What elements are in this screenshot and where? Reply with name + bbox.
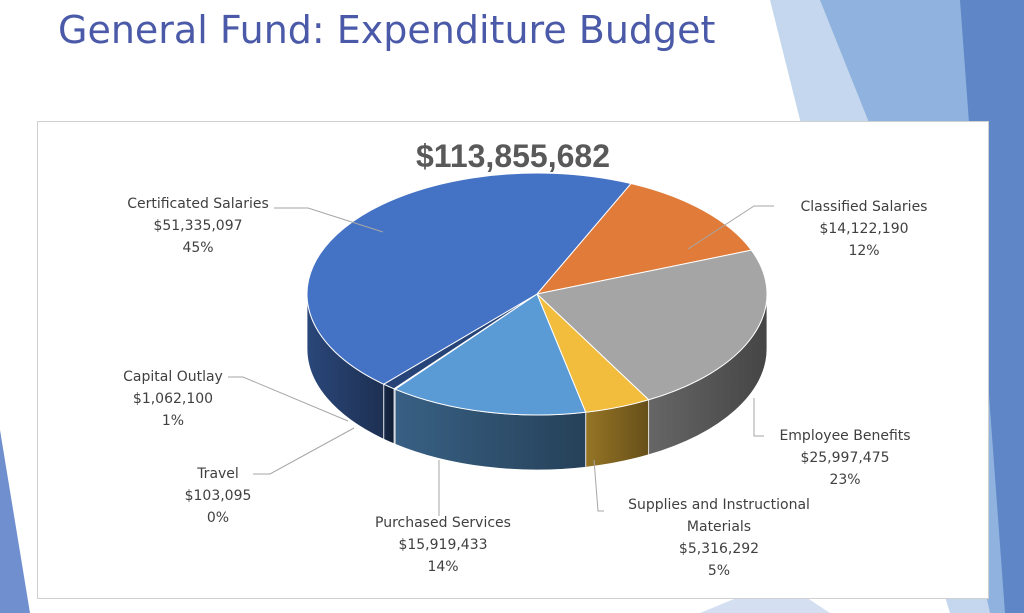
label-name: Purchased Services	[375, 515, 511, 531]
slice-classified-salaries	[535, 182, 753, 295]
label-certificated-salaries: Certificated Salaries $51,335,097 45%	[98, 193, 298, 259]
label-percent: 1%	[161, 413, 185, 429]
label-amount: $5,316,292	[678, 541, 760, 557]
label-supplies: Supplies and Instructional Materials $5,…	[594, 494, 844, 582]
leader-line-travel	[253, 427, 355, 475]
label-capital-outlay: Capital Outlay $1,062,100 1%	[98, 366, 248, 432]
label-amount: $103,095	[184, 488, 252, 504]
label-amount: $1,062,100	[132, 391, 214, 407]
label-amount: $25,997,475	[800, 450, 890, 466]
deco-shape-left	[0, 430, 30, 613]
chart-total: $113,855,682	[416, 138, 610, 174]
label-name-line1: Supplies and Instructional	[628, 497, 810, 513]
label-employee-benefits: Employee Benefits $25,997,475 23%	[745, 425, 945, 491]
label-percent: 0%	[206, 510, 230, 526]
leader-lines	[228, 205, 774, 516]
label-percent: 14%	[427, 559, 459, 575]
leader-line-supplies	[593, 459, 604, 512]
chart-area: $113,855,682 Certificated Salaries $51,3…	[37, 121, 989, 599]
leader-line-classified-salaries	[687, 205, 774, 250]
label-name: Capital Outlay	[123, 369, 223, 385]
label-amount: $51,335,097	[153, 218, 243, 234]
leader-line-capital-outlay	[228, 376, 349, 422]
leader-line-certificated-salaries	[274, 207, 384, 233]
label-name: Classified Salaries	[800, 199, 928, 215]
label-percent: 23%	[829, 472, 861, 488]
slide-title: General Fund: Expenditure Budget	[58, 8, 716, 52]
label-percent: 5%	[707, 563, 731, 579]
label-purchased-services: Purchased Services $15,919,433 14%	[343, 512, 543, 578]
label-name: Travel	[197, 466, 239, 482]
label-name-line2: Materials	[686, 519, 752, 535]
label-name: Employee Benefits	[779, 428, 911, 444]
label-amount: $14,122,190	[819, 221, 909, 237]
slice-purchased-services	[393, 293, 587, 416]
label-percent: 12%	[848, 243, 880, 259]
label-name: Certificated Salaries	[127, 196, 269, 212]
label-classified-salaries: Classified Salaries $14,122,190 12%	[764, 196, 964, 262]
slice-certificated-salaries	[306, 172, 632, 385]
leader-line-employee-benefits	[753, 398, 764, 437]
label-percent: 45%	[182, 240, 214, 256]
pie-tops	[306, 172, 768, 416]
pie-chart	[228, 172, 774, 516]
slice-employee-benefits	[535, 249, 768, 401]
label-travel: Travel $103,095 0%	[148, 463, 288, 529]
label-amount: $15,919,433	[398, 537, 488, 553]
slice-side-capital-outlay	[383, 383, 395, 445]
